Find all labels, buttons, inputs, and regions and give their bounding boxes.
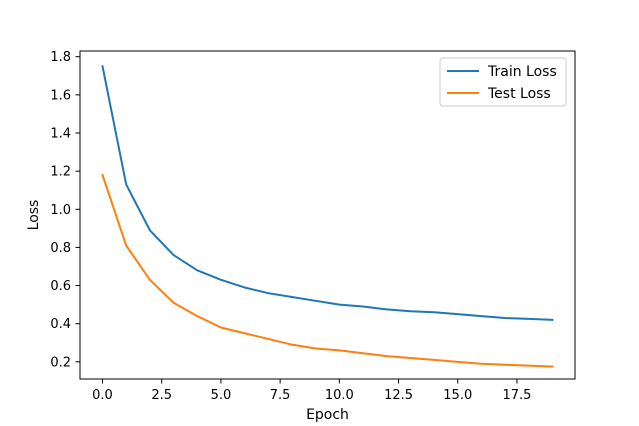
x-tick-label: 7.5	[270, 388, 291, 403]
x-tick-label: 2.5	[151, 388, 172, 403]
y-tick-label: 0.6	[50, 279, 71, 294]
x-tick-label: 15.0	[443, 388, 472, 403]
series-line-train-loss	[101, 65, 554, 321]
x-tick-label: 12.5	[384, 388, 413, 403]
x-tick-label: 10.0	[325, 388, 354, 403]
series-layer	[101, 65, 554, 368]
x-tick-label: 5.0	[211, 388, 232, 403]
x-axis-ticks: 0.0 2.5 5.0 7.5 10.0 12.5 15.0 17.5	[92, 379, 531, 403]
y-tick-label: 1.4	[50, 127, 71, 142]
x-tick-label: 0.0	[92, 388, 113, 403]
x-tick-label: 17.5	[502, 388, 531, 403]
y-tick-label: 1.8	[50, 50, 71, 65]
y-tick-label: 1.0	[50, 203, 71, 218]
y-tick-label: 1.6	[50, 88, 71, 103]
plot-frame	[79, 50, 576, 380]
y-tick-label: 0.4	[50, 317, 71, 332]
y-axis-ticks: 0.2 0.4 0.6 0.8 1.0 1.2 1.4 1.6 1.8	[50, 50, 80, 370]
y-tick-label: 0.2	[50, 355, 71, 370]
legend-label-test-loss: Test Loss	[487, 86, 551, 102]
y-tick-label: 0.8	[50, 241, 71, 256]
legend: Train Loss Test Loss	[439, 57, 567, 107]
series-line-test-loss	[101, 173, 554, 368]
y-axis-label: Loss	[26, 200, 42, 231]
x-axis-label: Epoch	[306, 407, 349, 423]
legend-label-train-loss: Train Loss	[487, 64, 557, 80]
y-tick-label: 1.2	[50, 165, 71, 180]
